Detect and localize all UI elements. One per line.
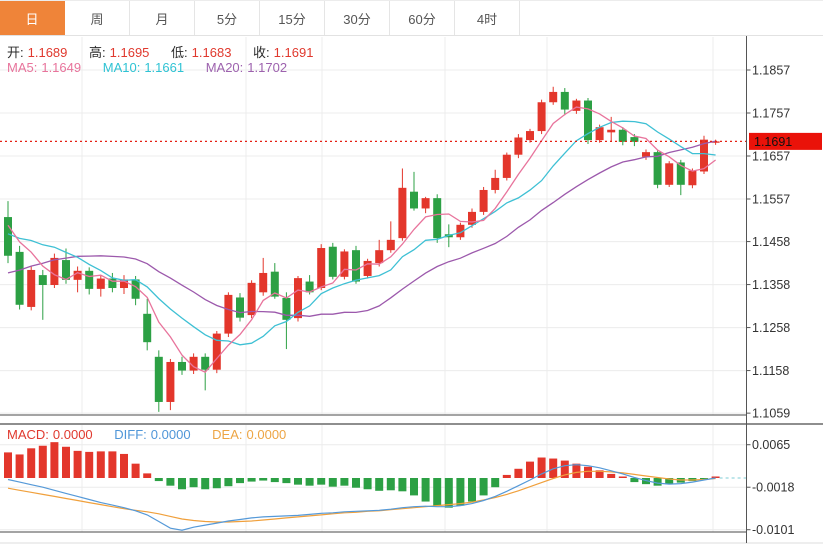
- price-tick-label: 1.1557: [752, 193, 790, 207]
- tab-min60[interactable]: 60分: [390, 1, 455, 35]
- ma10-line: [7, 120, 716, 346]
- price-tick-label: 1.1158: [752, 364, 789, 378]
- macd-histogram: [4, 442, 720, 508]
- price-tick-label: 1.1059: [752, 407, 790, 421]
- candles: [4, 86, 720, 412]
- tab-min15[interactable]: 15分: [260, 1, 325, 35]
- current-price-badge: [749, 132, 822, 150]
- ma5-line: [7, 106, 716, 374]
- tab-month[interactable]: 月: [130, 1, 195, 35]
- ma20-line: [7, 140, 716, 317]
- price-tick-label: 1.1857: [752, 64, 790, 78]
- price-tick-label: 1.1458: [752, 235, 790, 249]
- tab-min30[interactable]: 30分: [325, 1, 390, 35]
- price-tick-label: 1.1757: [752, 107, 790, 121]
- tab-week[interactable]: 周: [65, 1, 130, 35]
- current-price-badge-label: 1.1691: [754, 135, 792, 149]
- price-tick-label: 1.1258: [752, 321, 790, 335]
- macd-tick-label: 0.0065: [752, 438, 790, 452]
- chart-canvas[interactable]: 1.1857 1.1757 1.1657 1.1557 1.1458 1.1358 1.12…: [0, 36, 823, 545]
- tab-min5[interactable]: 5分: [195, 1, 260, 35]
- macd-tick-label: -0.0101: [752, 523, 794, 537]
- price-tick-label: 1.1358: [752, 278, 790, 292]
- tab-hour4[interactable]: 4时: [455, 1, 520, 35]
- tab-day[interactable]: 日: [0, 1, 65, 35]
- diff-line: [7, 464, 716, 531]
- tab-bar: 日周月 5分 15分 30分 60分 4时: [0, 0, 823, 36]
- price-tick-label: 1.1657: [752, 150, 790, 164]
- macd-tick-label: -0.0018: [752, 481, 794, 495]
- dea-line: [7, 470, 716, 523]
